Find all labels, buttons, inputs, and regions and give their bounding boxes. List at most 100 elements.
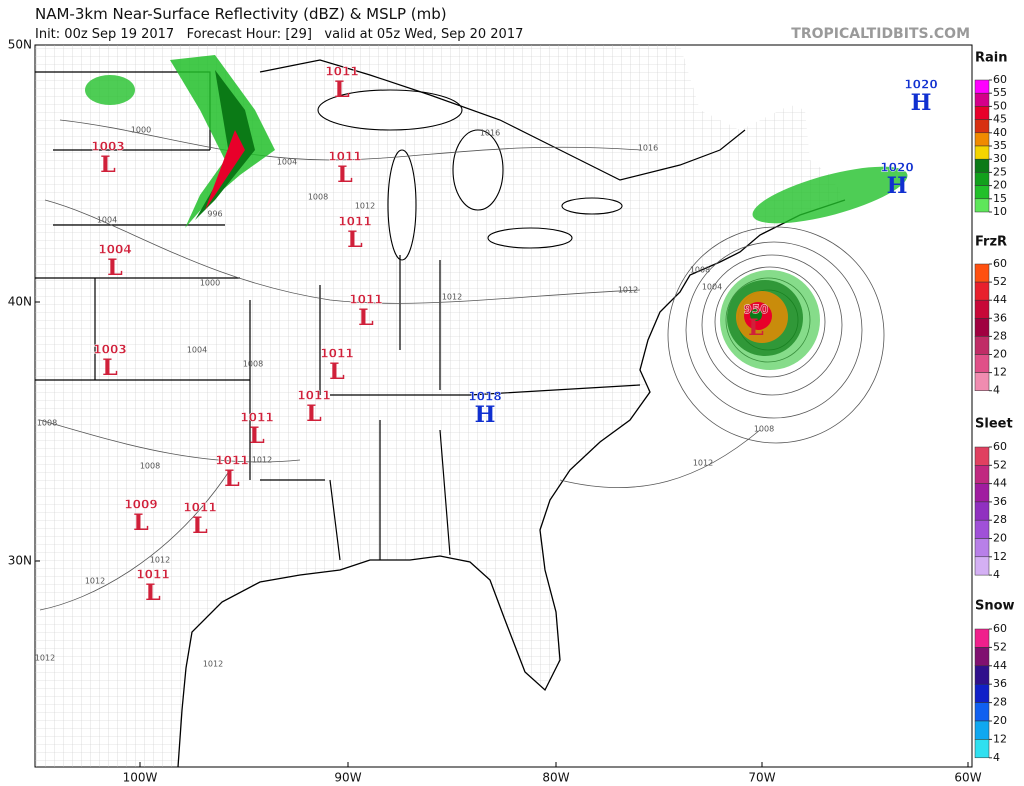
legend-tick-label: 10: [993, 205, 1007, 218]
lon-label: 80W: [542, 771, 569, 785]
legend-swatch: [974, 119, 990, 134]
legend-swatch: [974, 501, 990, 521]
legend-tick-label: 12: [993, 550, 1007, 563]
legend-swatch: [974, 538, 990, 558]
lon-label: 60W: [954, 771, 981, 785]
legend-swatch: [974, 483, 990, 503]
borders: [35, 59, 746, 561]
legend-swatch: [974, 281, 990, 301]
legend-tick-label: 36: [993, 495, 1007, 508]
pressure-letter: L: [358, 305, 373, 331]
legend-tick-label: 44: [993, 659, 1007, 672]
isobar-label: 1008: [754, 425, 774, 434]
legend-tick-label: 15: [993, 192, 1007, 205]
isobar-label: 996: [207, 210, 222, 219]
pressure-value: 1020: [880, 161, 913, 175]
isobar-label: 1012: [150, 556, 170, 565]
legend-swatch: [974, 665, 990, 685]
lon-label: 90W: [334, 771, 361, 785]
pressure-value: 1011: [320, 347, 353, 361]
pressure-letter: L: [133, 510, 148, 536]
legend-swatch: [974, 263, 990, 283]
legend-tick-label: 20: [993, 348, 1007, 361]
title: NAM-3km Near-Surface Reflectivity (dBZ) …: [35, 5, 447, 23]
legend-tick-label: 35: [993, 139, 1007, 152]
isobar-label: 1012: [203, 660, 223, 669]
lat-label: 30N: [8, 554, 32, 568]
legend-tick-label: 45: [993, 113, 1007, 126]
pressure-value: 1004: [98, 243, 131, 257]
legend-tick-label: 20: [993, 532, 1007, 545]
pressure-value: 1011: [325, 65, 358, 79]
pressure-value: 1011: [183, 501, 216, 515]
legend-tick-label: 4: [993, 751, 1000, 764]
legend-swatch: [974, 683, 990, 703]
pressure-value: 1011: [136, 568, 169, 582]
legend-tick-label: 55: [993, 86, 1007, 99]
lat-label: 50N: [8, 38, 32, 52]
legend-swatch: [974, 372, 990, 391]
legend-swatch: [974, 628, 990, 648]
legend-tick-label: 12: [993, 366, 1007, 379]
legend-tick-label: 28: [993, 513, 1007, 526]
isobar-label: 1004: [277, 158, 297, 167]
legend-swatch: [974, 92, 990, 107]
legend-swatch: [974, 185, 990, 200]
pressure-value: 1011: [338, 215, 371, 229]
legend-swatch: [974, 556, 990, 576]
legend-tick-label: 20: [993, 714, 1007, 727]
legend-title: FrzR: [975, 235, 1007, 250]
legend-swatch: [974, 299, 990, 319]
pressure-value: 1020: [904, 78, 937, 92]
pressure-value: 1003: [91, 140, 124, 154]
legend-swatch: [974, 739, 990, 759]
pressure-letter: L: [192, 513, 207, 539]
legend-tick-label: 20: [993, 179, 1007, 192]
legend-swatch: [974, 519, 990, 539]
legend-tick-label: 36: [993, 677, 1007, 690]
legend-swatch: [974, 158, 990, 173]
pressure-value: 1011: [328, 150, 361, 164]
pressure-letter: H: [475, 402, 496, 428]
isobar-label: 1012: [355, 202, 375, 211]
isobar-label: 1012: [252, 456, 272, 465]
isobar-label: 1012: [35, 654, 55, 663]
pressure-letter: L: [347, 227, 362, 253]
pressure-letter: L: [107, 255, 122, 281]
legend-tick-label: 28: [993, 329, 1007, 342]
legend-swatch: [974, 198, 990, 213]
legend-tick-label: 60: [993, 440, 1007, 453]
pressure-letter: L: [329, 359, 344, 385]
legend-tick-label: 4: [993, 568, 1000, 581]
legend-title: Sleet: [975, 417, 1013, 432]
pressure-letter: H: [911, 90, 932, 116]
pressure-value: 1011: [297, 389, 330, 403]
legend-swatch: [974, 465, 990, 484]
isobar-label: 1000: [131, 126, 151, 135]
isobar-label: 1012: [693, 459, 713, 468]
pressure-letter: L: [145, 580, 160, 606]
legend-tick-label: 30: [993, 152, 1007, 165]
legend-swatch: [974, 132, 990, 147]
map: 1000100410081012996100410001004100810081…: [34, 44, 973, 768]
legend-tick-label: 4: [993, 384, 1000, 397]
isobar-label: 1004: [187, 346, 207, 355]
pressure-letter: H: [887, 173, 908, 199]
isobar-label: 1012: [85, 577, 105, 586]
legend-tick-label: 12: [993, 732, 1007, 745]
pressure-letter: L: [100, 152, 115, 178]
legend-tick-label: 60: [993, 73, 1007, 86]
